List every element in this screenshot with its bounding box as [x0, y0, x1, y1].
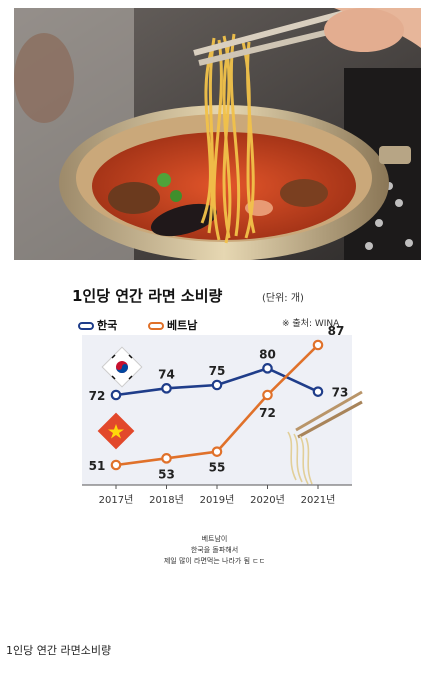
x-tick-label: 2019년	[200, 494, 235, 506]
chopstick-icon	[295, 390, 363, 432]
note-line: 한국을 돌파해서	[190, 546, 239, 554]
data-point	[211, 379, 223, 391]
legend-swatch-korea	[78, 322, 94, 330]
korea-flag-icon	[101, 346, 143, 388]
data-point	[312, 339, 324, 351]
data-label: 72	[259, 406, 276, 420]
note-line: 제일 많이 라면먹는 나라가 됨 ㄷㄷ	[163, 557, 266, 565]
chart-title: 1인당 연간 라면 소비량	[72, 287, 223, 305]
ramen-pot-illustration	[14, 8, 421, 260]
legend-label-korea: 한국	[97, 319, 118, 332]
data-point	[110, 459, 122, 471]
x-axis: 2017년 2018년 2019년 2020년 2021년	[82, 484, 352, 506]
series-points	[110, 339, 324, 471]
legend-item-korea: 한국	[78, 317, 117, 333]
data-label: 73	[332, 386, 349, 400]
note-line: 베트남이	[201, 535, 228, 543]
vietnam-flag-icon	[97, 412, 135, 450]
x-tick-label: 2020년	[250, 494, 285, 506]
x-tick-label: 2017년	[99, 494, 134, 506]
chopstick-icon-2	[297, 400, 363, 439]
data-label: 75	[209, 364, 226, 378]
data-point	[312, 386, 324, 397]
data-point	[262, 389, 273, 401]
data-point	[161, 383, 172, 394]
data-label: 74	[158, 367, 175, 381]
chart-source: ※ 출처: WINA	[282, 319, 340, 329]
data-labels: 72 74 75 80 73 51 53 55 72 87	[89, 324, 349, 481]
data-label: 87	[328, 324, 345, 338]
x-tick-label: 2021년	[301, 494, 336, 506]
data-label: 53	[158, 467, 175, 481]
data-label: 80	[259, 347, 276, 361]
caption: 1인당 연간 라면소비량	[6, 644, 112, 657]
legend-swatch-vietnam	[148, 322, 164, 330]
legend-label-vietnam: 베트남	[167, 319, 198, 332]
data-point	[211, 446, 223, 457]
data-label: 51	[89, 459, 106, 473]
data-label: 55	[209, 461, 226, 475]
data-point	[262, 363, 273, 374]
data-label: 72	[89, 389, 106, 403]
x-tick-label: 2018년	[149, 494, 184, 506]
ramen-photo	[14, 8, 421, 260]
chart-unit: (단위: 개)	[262, 293, 304, 304]
chart-decor	[82, 335, 363, 485]
noodle-icon	[287, 431, 313, 485]
data-point	[161, 453, 172, 464]
legend-item-vietnam: 베트남	[148, 317, 197, 333]
data-point	[110, 389, 122, 401]
